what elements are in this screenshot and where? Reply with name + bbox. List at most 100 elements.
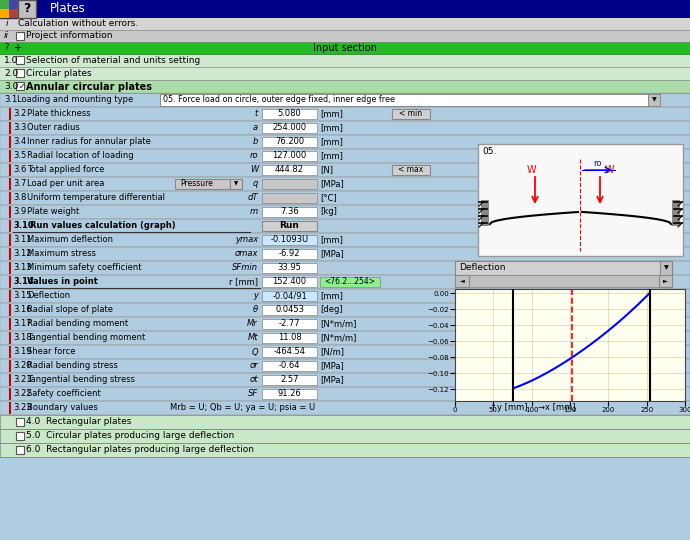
Text: Calculation without errors.: Calculation without errors. [18, 19, 138, 29]
Bar [18, 0, 36, 18]
Text: -0.04/91: -0.04/91 [272, 292, 307, 300]
Bar [660, 261, 672, 275]
Text: t: t [255, 110, 258, 118]
Bar [0, 42, 690, 54]
Bar [262, 263, 317, 273]
Text: σr: σr [249, 361, 258, 370]
Text: [°C]: [°C] [320, 193, 337, 202]
Text: 05. Force load on circle, outer edge fixed, inner edge free: 05. Force load on circle, outer edge fix… [163, 96, 395, 105]
Bar [0, 205, 690, 219]
Text: ro: ro [594, 159, 602, 168]
Text: r [mm]: r [mm] [229, 278, 258, 287]
Bar [648, 94, 660, 106]
Text: <76.2...254>: <76.2...254> [324, 278, 375, 287]
Text: ◄: ◄ [460, 279, 464, 284]
Text: Radial bending stress: Radial bending stress [27, 361, 118, 370]
Text: 3.22: 3.22 [13, 389, 32, 399]
Bar [0, 331, 690, 345]
Bar [262, 179, 317, 189]
Bar [0, 275, 690, 289]
Text: Boundary values: Boundary values [27, 403, 98, 413]
Text: 3.19: 3.19 [13, 348, 32, 356]
Text: Radial location of loading: Radial location of loading [27, 152, 134, 160]
Text: [mm]: [mm] [320, 124, 343, 132]
Text: < min: < min [400, 110, 422, 118]
Bar [262, 207, 317, 217]
Text: 2.0: 2.0 [4, 69, 18, 78]
Bar [175, 179, 230, 189]
Bar [0, 261, 690, 275]
Text: Inner radius for annular plate: Inner radius for annular plate [27, 138, 151, 146]
Text: [N*m/m]: [N*m/m] [320, 334, 356, 342]
Text: -0.64: -0.64 [279, 361, 300, 370]
Text: 444.82: 444.82 [275, 165, 304, 174]
Bar [0, 345, 690, 359]
Bar [0, 93, 690, 540]
Text: ✓: ✓ [19, 82, 26, 91]
Text: 3.5: 3.5 [13, 152, 26, 160]
Text: 3.1: 3.1 [4, 96, 17, 105]
Bar [262, 347, 317, 357]
Bar [455, 261, 672, 275]
Text: Uniform temperature differential: Uniform temperature differential [27, 193, 165, 202]
Bar [0, 80, 690, 93]
Text: 152.400: 152.400 [273, 278, 306, 287]
Bar [0, 0, 690, 18]
Text: 3.10: 3.10 [13, 221, 34, 231]
Text: σmax: σmax [235, 249, 258, 259]
Text: Total applied force: Total applied force [27, 165, 104, 174]
Text: < max: < max [398, 165, 424, 174]
Bar [455, 275, 469, 287]
Bar [0, 9, 9, 18]
Text: SFmin: SFmin [232, 264, 258, 273]
Text: [mm]: [mm] [320, 138, 343, 146]
Bar [0, 415, 690, 429]
Text: Load per unit area: Load per unit area [27, 179, 104, 188]
Bar [0, 219, 690, 233]
Text: 76.200: 76.200 [275, 138, 304, 146]
Bar [16, 82, 24, 90]
Text: Mt: Mt [248, 334, 258, 342]
Text: 3.18: 3.18 [13, 334, 32, 342]
Bar [262, 221, 317, 231]
Bar [262, 193, 317, 203]
Text: 3.17: 3.17 [13, 320, 32, 328]
Bar [0, 247, 690, 261]
Text: a: a [253, 124, 258, 132]
Text: 3.16: 3.16 [13, 306, 32, 314]
Text: [mm]: [mm] [320, 235, 343, 245]
Text: [mm]: [mm] [320, 152, 343, 160]
Bar [0, 177, 690, 191]
Bar [262, 249, 317, 259]
Bar [262, 151, 317, 161]
Text: Pressure: Pressure [180, 179, 213, 188]
Bar [262, 361, 317, 371]
Text: [N*m/m]: [N*m/m] [320, 320, 356, 328]
Text: Input section: Input section [313, 43, 377, 53]
Text: θ: θ [253, 306, 258, 314]
Text: -464.54: -464.54 [273, 348, 306, 356]
Bar [0, 135, 690, 149]
Text: Safety coefficient: Safety coefficient [27, 389, 101, 399]
Text: 3.14: 3.14 [13, 278, 34, 287]
Text: +: + [13, 43, 21, 53]
Bar [0, 149, 690, 163]
Bar [659, 275, 672, 287]
Bar [0, 359, 690, 373]
Bar [262, 123, 317, 133]
Text: 7.36: 7.36 [280, 207, 299, 217]
Text: 3.12: 3.12 [13, 249, 32, 259]
Text: 3.8: 3.8 [13, 193, 26, 202]
Text: Minimum safety coefficient: Minimum safety coefficient [27, 264, 141, 273]
Bar [0, 0, 18, 18]
Bar [16, 418, 24, 426]
Text: 127.000: 127.000 [273, 152, 306, 160]
Text: 6.0  Rectangular plates producing large deflection: 6.0 Rectangular plates producing large d… [26, 446, 254, 455]
Text: i: i [6, 19, 8, 29]
Bar [0, 18, 690, 30]
Text: 3.15: 3.15 [13, 292, 32, 300]
Bar [320, 277, 380, 287]
Bar [262, 277, 317, 287]
Text: Values in point: Values in point [27, 278, 98, 287]
Bar [0, 0, 9, 9]
